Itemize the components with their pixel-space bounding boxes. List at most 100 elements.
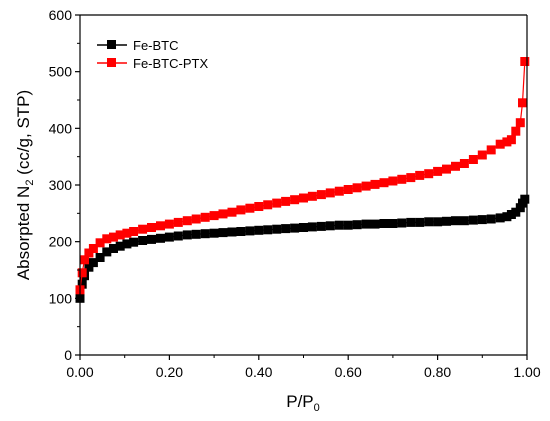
data-point-fe-btc-ptx (511, 126, 521, 136)
x-tick-label: 0.60 (335, 364, 362, 380)
data-point-fe-btc (84, 262, 94, 272)
data-point-fe-btc (200, 229, 210, 239)
data-point-fe-btc (486, 214, 496, 224)
y-tick-label: 300 (49, 177, 73, 193)
data-point-fe-btc-ptx (164, 219, 174, 229)
series-line-fe-btc-ptx (79, 61, 526, 290)
data-point-fe-btc-ptx (129, 227, 139, 236)
data-point-fe-btc (343, 220, 353, 230)
data-point-fe-btc (102, 247, 112, 257)
data-point-fe-btc (459, 216, 469, 226)
data-point-fe-btc-ptx (236, 205, 246, 215)
legend-entry-fe-btc-ptx: Fe-BTC-PTX (97, 56, 208, 71)
data-point-fe-btc (379, 219, 389, 228)
y-axis-label: Absorpted N2 (cc/g, STP) (14, 90, 36, 280)
y-tick-label: 200 (49, 234, 73, 250)
data-point-fe-btc-ptx (115, 230, 125, 240)
legend-marker-fe-btc-ptx (107, 58, 116, 67)
data-point-fe-btc-ptx (299, 193, 308, 203)
y-tick-label: 0 (64, 347, 72, 363)
data-point-fe-btc-ptx (506, 135, 516, 145)
data-point-fe-btc-ptx (442, 164, 451, 174)
data-point-fe-btc-ptx (227, 207, 237, 217)
data-point-fe-btc-ptx (388, 176, 398, 186)
data-point-fe-btc (218, 228, 228, 238)
data-point-fe-btc (388, 219, 398, 228)
y-tick-label: 400 (49, 120, 73, 136)
data-point-fe-btc-ptx (272, 198, 282, 208)
data-point-fe-btc (433, 217, 443, 227)
data-point-fe-btc-ptx (495, 139, 505, 149)
data-point-fe-btc-ptx (200, 212, 210, 222)
data-point-fe-btc (451, 216, 460, 226)
data-point-fe-btc (182, 230, 192, 240)
data-point-fe-btc-ptx (397, 174, 407, 184)
x-tick-label: 1.00 (513, 364, 540, 380)
data-point-fe-btc-ptx (290, 195, 300, 205)
legend-entry-fe-btc: Fe-BTC (97, 38, 179, 53)
data-point-fe-btc (109, 244, 118, 253)
data-point-fe-btc-ptx (156, 221, 165, 231)
data-point-fe-btc-ptx (515, 118, 525, 128)
data-point-fe-btc (115, 241, 125, 251)
data-point-fe-btc (88, 258, 98, 268)
data-point-fe-btc-ptx (424, 169, 434, 179)
data-point-fe-btc-ptx (343, 185, 353, 194)
data-point-fe-btc (334, 220, 344, 230)
data-point-fe-btc (520, 194, 530, 204)
data-point-fe-btc (95, 253, 105, 262)
data-point-fe-btc-ptx (415, 170, 425, 180)
legend-marker-fe-btc (107, 40, 116, 49)
x-tick-label: 0.00 (66, 364, 93, 380)
data-point-fe-btc-ptx (245, 203, 255, 213)
data-point-fe-btc-ptx (520, 57, 530, 66)
data-point-fe-btc (156, 233, 165, 243)
legend-label-fe-btc-ptx: Fe-BTC-PTX (133, 56, 208, 71)
y-tick-label: 100 (49, 290, 73, 306)
data-point-fe-btc (290, 223, 300, 233)
data-point-fe-btc-ptx (138, 224, 148, 234)
data-point-fe-btc-ptx (88, 244, 98, 253)
data-point-fe-btc (307, 222, 317, 232)
data-point-fe-btc (424, 217, 434, 227)
axes (75, 14, 528, 360)
data-point-fe-btc-ptx (191, 214, 201, 224)
data-point-fe-btc (361, 219, 371, 229)
data-point-fe-btc (442, 216, 451, 226)
data-point-fe-btc-ptx (80, 255, 89, 265)
data-point-fe-btc-ptx (218, 209, 228, 219)
legend: Fe-BTC Fe-BTC-PTX (97, 38, 208, 71)
tick-labels: 0.00 0.20 0.40 0.60 0.80 1.00 0 100 200 300 400 500… (49, 7, 541, 380)
data-point-fe-btc-ptx (147, 223, 156, 232)
data-point-fe-btc (191, 229, 201, 239)
data-point-fe-btc-ptx (352, 183, 362, 193)
data-point-fe-btc (495, 213, 505, 223)
data-point-fe-btc-ptx (379, 178, 389, 188)
data-point-fe-btc (209, 228, 219, 238)
data-point-fe-btc-ptx (307, 191, 317, 201)
data-point-fe-btc (370, 219, 380, 229)
data-point-fe-btc-ptx (361, 181, 371, 191)
data-point-fe-btc-ptx (334, 186, 344, 196)
data-point-fe-btc (77, 279, 87, 289)
data-point-fe-btc (173, 231, 183, 241)
data-point-fe-btc-ptx (451, 161, 460, 171)
data-point-fe-btc (147, 234, 156, 244)
x-tick-label: 0.20 (156, 364, 183, 380)
data-point-fe-btc-ptx (254, 202, 264, 211)
data-point-fe-btc (325, 221, 335, 231)
data-point-fe-btc (415, 217, 425, 227)
data-point-fe-btc (316, 221, 326, 231)
data-point-fe-btc-ptx (477, 150, 487, 160)
data-point-fe-btc-ptx (77, 268, 87, 278)
data-point-fe-btc-ptx (173, 217, 183, 227)
data-point-fe-btc-ptx (263, 200, 273, 210)
y-tick-label: 600 (49, 7, 73, 23)
x-tick-label: 0.80 (424, 364, 451, 380)
data-point-fe-btc (272, 224, 282, 234)
data-point-fe-btc-ptx (468, 155, 478, 164)
data-point-fe-btc (122, 239, 132, 249)
data-point-fe-btc-ptx (459, 159, 469, 168)
data-point-fe-btc-ptx (325, 188, 335, 198)
